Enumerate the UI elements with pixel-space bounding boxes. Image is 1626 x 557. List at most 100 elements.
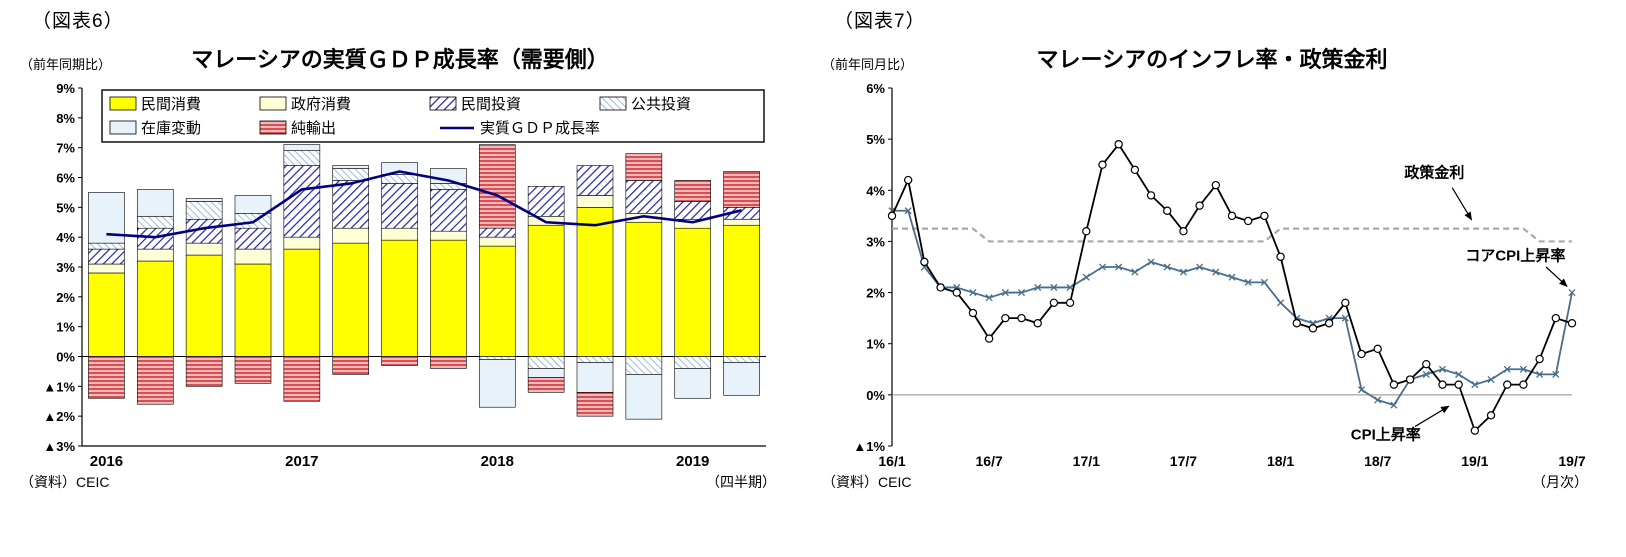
bar-segment [576, 362, 614, 393]
bar-segment [723, 218, 760, 226]
legend-swatch [599, 96, 627, 111]
bar-segment [234, 356, 272, 384]
bar-segment [88, 242, 125, 250]
svg-text:8%: 8% [56, 111, 75, 126]
bar-segment [136, 356, 174, 405]
gdp-growth-figure: 9% 8% 7% 6% 5% 4% 3% 2% 1% 0% ▲1% ▲2% ▲3% 2016 2017 201… [10, 0, 800, 557]
bar-segment [332, 180, 370, 229]
bar-segment [674, 201, 712, 220]
bar-segment [723, 171, 760, 208]
bar-segment [381, 239, 418, 357]
svg-text:6%: 6% [56, 171, 75, 186]
bar-segment [332, 356, 370, 375]
svg-text:18/7: 18/7 [1364, 453, 1391, 469]
bar-segment [576, 165, 614, 196]
svg-text:▲1%: ▲1% [853, 439, 885, 454]
bar-segment [576, 391, 614, 417]
legend-swatch [259, 96, 287, 111]
svg-text:2019: 2019 [676, 453, 709, 470]
bar-segment [185, 356, 223, 387]
bar-segment [185, 254, 223, 357]
bar-segment [576, 195, 614, 208]
bar-segment [478, 359, 516, 408]
bar-segment [625, 356, 663, 375]
svg-text:17/7: 17/7 [1170, 453, 1197, 469]
svg-text:2%: 2% [56, 290, 75, 305]
bar-segment [674, 180, 712, 202]
bar-segment [576, 356, 614, 363]
bar-segment [234, 263, 272, 357]
bar-segment [478, 144, 516, 229]
gdp-x-axis-labels: 2016 2017 2018 2019 [90, 453, 710, 470]
svg-text:▲2%: ▲2% [43, 409, 75, 424]
bar-segment [283, 236, 321, 250]
bar-segment [283, 165, 321, 238]
bar-segment [723, 356, 760, 363]
bar-segment [527, 186, 565, 217]
bar-segment [723, 224, 760, 357]
bar-segment [136, 215, 174, 229]
bar-segment [381, 356, 418, 366]
bar-segment [527, 377, 565, 393]
svg-text:0%: 0% [56, 350, 75, 365]
bar-segment [625, 180, 663, 214]
svg-text:公共投資: 公共投資 [631, 96, 691, 113]
legend-swatch [109, 96, 137, 111]
bar-segment [136, 227, 174, 250]
annotation-CPI上昇率: CPI上昇率 [1351, 405, 1450, 444]
inflation-figure: 6% 5% 4% 3% 2% 1% 0% ▲1% 16/1 16/7 17/1 17/7 18/1 18/… [812, 0, 1612, 557]
svg-text:2017: 2017 [285, 453, 318, 470]
gdp-chart-canvas: 9%8%7%6%5%4%3%2%1%0%▲1%▲2%▲3%2016 2017 201… [43, 81, 766, 470]
bar-segment [332, 165, 370, 169]
svg-text:7%: 7% [56, 141, 75, 156]
annotation-コアCPI上昇率: コアCPI上昇率 [1465, 247, 1568, 287]
bar-segment [478, 227, 516, 238]
bar-segment [332, 242, 370, 357]
bar-segment [625, 374, 663, 420]
svg-text:▲3%: ▲3% [43, 439, 75, 454]
bar-segment [625, 153, 663, 181]
svg-text:0%: 0% [866, 388, 885, 403]
legend-swatch [429, 96, 457, 111]
gdp-chart-title: マレーシアの実質ＧＤＰ成長率（需要側） [191, 47, 609, 72]
inflation-chart-title: マレーシアのインフレ率・政策金利 [1036, 47, 1388, 72]
svg-text:CPI上昇率: CPI上昇率 [1351, 426, 1421, 444]
svg-text:16/1: 16/1 [878, 453, 905, 469]
inflation-x-axis-labels: 16/1 16/7 17/1 17/7 18/1 18/7 19/1 19/7 [878, 453, 1585, 469]
annotation-政策金利: 政策金利 [1404, 163, 1473, 221]
bar-segment [88, 248, 125, 265]
bar-segment [478, 236, 516, 247]
bar-segment [88, 272, 125, 357]
bar-segment [234, 227, 272, 250]
svg-text:2016: 2016 [90, 453, 123, 470]
bar-segment [381, 227, 418, 241]
bar-segment [576, 207, 614, 357]
svg-text:3%: 3% [866, 234, 885, 249]
bar-segment [136, 189, 174, 217]
bar-segment [88, 263, 125, 274]
gdp-stacked-bars [88, 144, 760, 420]
svg-text:6%: 6% [866, 81, 885, 96]
series-コアCPI上昇率 [888, 207, 1576, 409]
svg-text:4%: 4% [56, 230, 75, 245]
inflation-y-axis-unit-label: （前年同月比） [822, 57, 914, 72]
bar-segment [283, 248, 321, 357]
bar-segment [136, 260, 174, 357]
bar-segment [234, 195, 272, 214]
figure-label-6: （図表6） [32, 11, 124, 32]
gdp-source-note: （資料）CEIC [20, 474, 110, 490]
svg-text:5%: 5% [56, 200, 75, 215]
svg-text:19/1: 19/1 [1461, 453, 1488, 469]
svg-text:19/7: 19/7 [1558, 453, 1585, 469]
bar-segment [527, 356, 565, 369]
bar-segment [478, 245, 516, 357]
series-政策金利 [892, 227, 1572, 243]
bar-segment [283, 150, 321, 166]
inflation-y-axis: 6% 5% 4% 3% 2% 1% 0% ▲1% [853, 81, 1572, 454]
svg-text:5%: 5% [866, 132, 885, 147]
bar-segment [185, 201, 223, 220]
svg-text:1%: 1% [56, 320, 75, 335]
bar-segment [332, 227, 370, 244]
legend-swatch [259, 120, 287, 135]
